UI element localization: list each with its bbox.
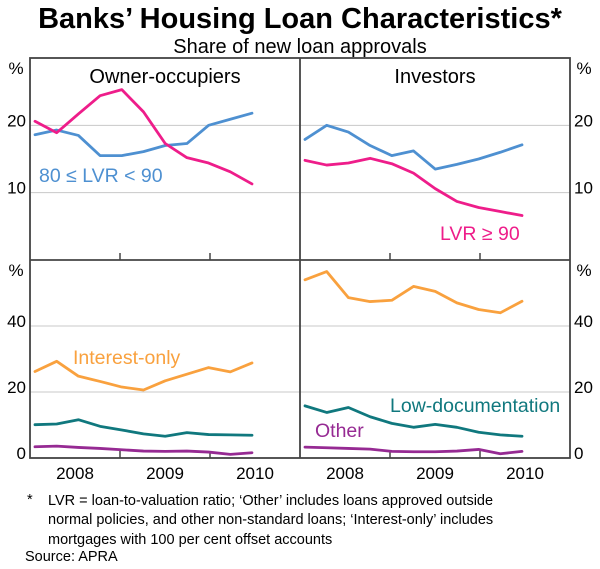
- series-label-lvr_80_90: 80 ≤ LVR < 90: [39, 165, 163, 187]
- y-tick-label: 40: [574, 312, 593, 331]
- footnote-line: LVR = loan-to-valuation ratio; ‘Other’ i…: [48, 493, 494, 509]
- page-subtitle: Share of new loan approvals: [173, 36, 427, 58]
- x-year-label: 2008: [56, 464, 94, 483]
- axis-unit-label: %: [576, 59, 591, 78]
- axis-unit-label: %: [8, 261, 23, 280]
- series-label-low_documentation: Low-documentation: [390, 395, 560, 417]
- x-year-label: 2009: [146, 464, 184, 483]
- panel-title: Investors: [394, 66, 475, 88]
- y-tick-label: 0: [574, 444, 583, 463]
- series-line-interest_only: [33, 359, 254, 392]
- y-tick-label: 20: [574, 111, 593, 130]
- footnote-line: mortgages with 100 per cent offset accou…: [48, 531, 333, 548]
- x-year-label: 2010: [236, 464, 274, 483]
- series-label-interest_only: Interest-only: [73, 347, 181, 369]
- footnote-marker: *: [27, 492, 33, 508]
- x-year-label: 2008: [326, 464, 364, 483]
- series-label-other: Other: [315, 420, 364, 442]
- series-line-other: [33, 444, 254, 456]
- series-line-lvr_80_90: [303, 123, 524, 171]
- series-line-low_documentation: [33, 418, 254, 438]
- series-line-low_documentation: [303, 404, 524, 438]
- y-tick-label: 10: [574, 179, 593, 198]
- footnote: LVR = loan-to-valuation ratio; ‘Other’ i…: [48, 492, 573, 550]
- axis-unit-label: %: [576, 261, 591, 280]
- series-line-lvr_90_plus: [303, 156, 524, 217]
- page-title: Banks’ Housing Loan Characteristics*: [38, 3, 562, 35]
- axis-unit-label: %: [8, 59, 23, 78]
- y-tick-label: 20: [7, 111, 26, 130]
- source-note: Source: APRA: [25, 549, 118, 565]
- y-tick-label: 20: [7, 378, 26, 397]
- y-tick-label: 10: [7, 179, 26, 198]
- x-year-label: 2009: [416, 464, 454, 483]
- series-label-lvr_90_plus: LVR ≥ 90: [440, 223, 520, 245]
- footnote-line: normal policies, and other non-standard …: [48, 512, 494, 529]
- series-line-lvr_80_90: [33, 111, 254, 158]
- series-line-interest_only: [303, 270, 524, 315]
- panel-title: Owner-occupiers: [89, 66, 240, 88]
- y-tick-label: 0: [17, 444, 26, 463]
- y-tick-label: 20: [574, 378, 593, 397]
- y-tick-label: 40: [7, 312, 26, 331]
- x-year-label: 2010: [506, 464, 544, 483]
- series-line-lvr_90_plus: [33, 88, 254, 186]
- series-line-other: [303, 445, 524, 456]
